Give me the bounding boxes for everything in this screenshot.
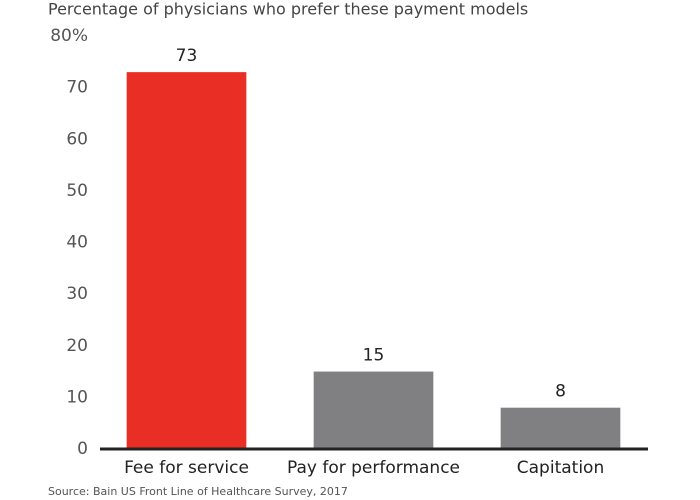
y-tick-label: 80%: [50, 26, 88, 46]
y-tick-label: 10: [66, 387, 88, 407]
chart-title: Percentage of physicians who prefer thes…: [48, 0, 528, 19]
y-tick-label: 60: [66, 129, 88, 149]
x-tick-label: Capitation: [517, 458, 604, 478]
y-tick-label: 20: [66, 336, 88, 356]
x-tick-label: Pay for performance: [287, 458, 460, 478]
y-tick-label: 0: [77, 439, 88, 459]
y-tick-label: 70: [66, 78, 88, 98]
value-label: 73: [176, 46, 198, 66]
bar: [126, 72, 247, 449]
value-label: 15: [363, 346, 385, 366]
value-label: 8: [555, 382, 566, 402]
source-note: Source: Bain US Front Line of Healthcare…: [48, 485, 348, 498]
y-tick-label: 50: [66, 181, 88, 201]
bar: [313, 371, 434, 449]
y-tick-label: 30: [66, 284, 88, 304]
bar: [500, 407, 621, 449]
x-tick-label: Fee for service: [124, 458, 249, 478]
y-tick-label: 40: [66, 233, 88, 253]
